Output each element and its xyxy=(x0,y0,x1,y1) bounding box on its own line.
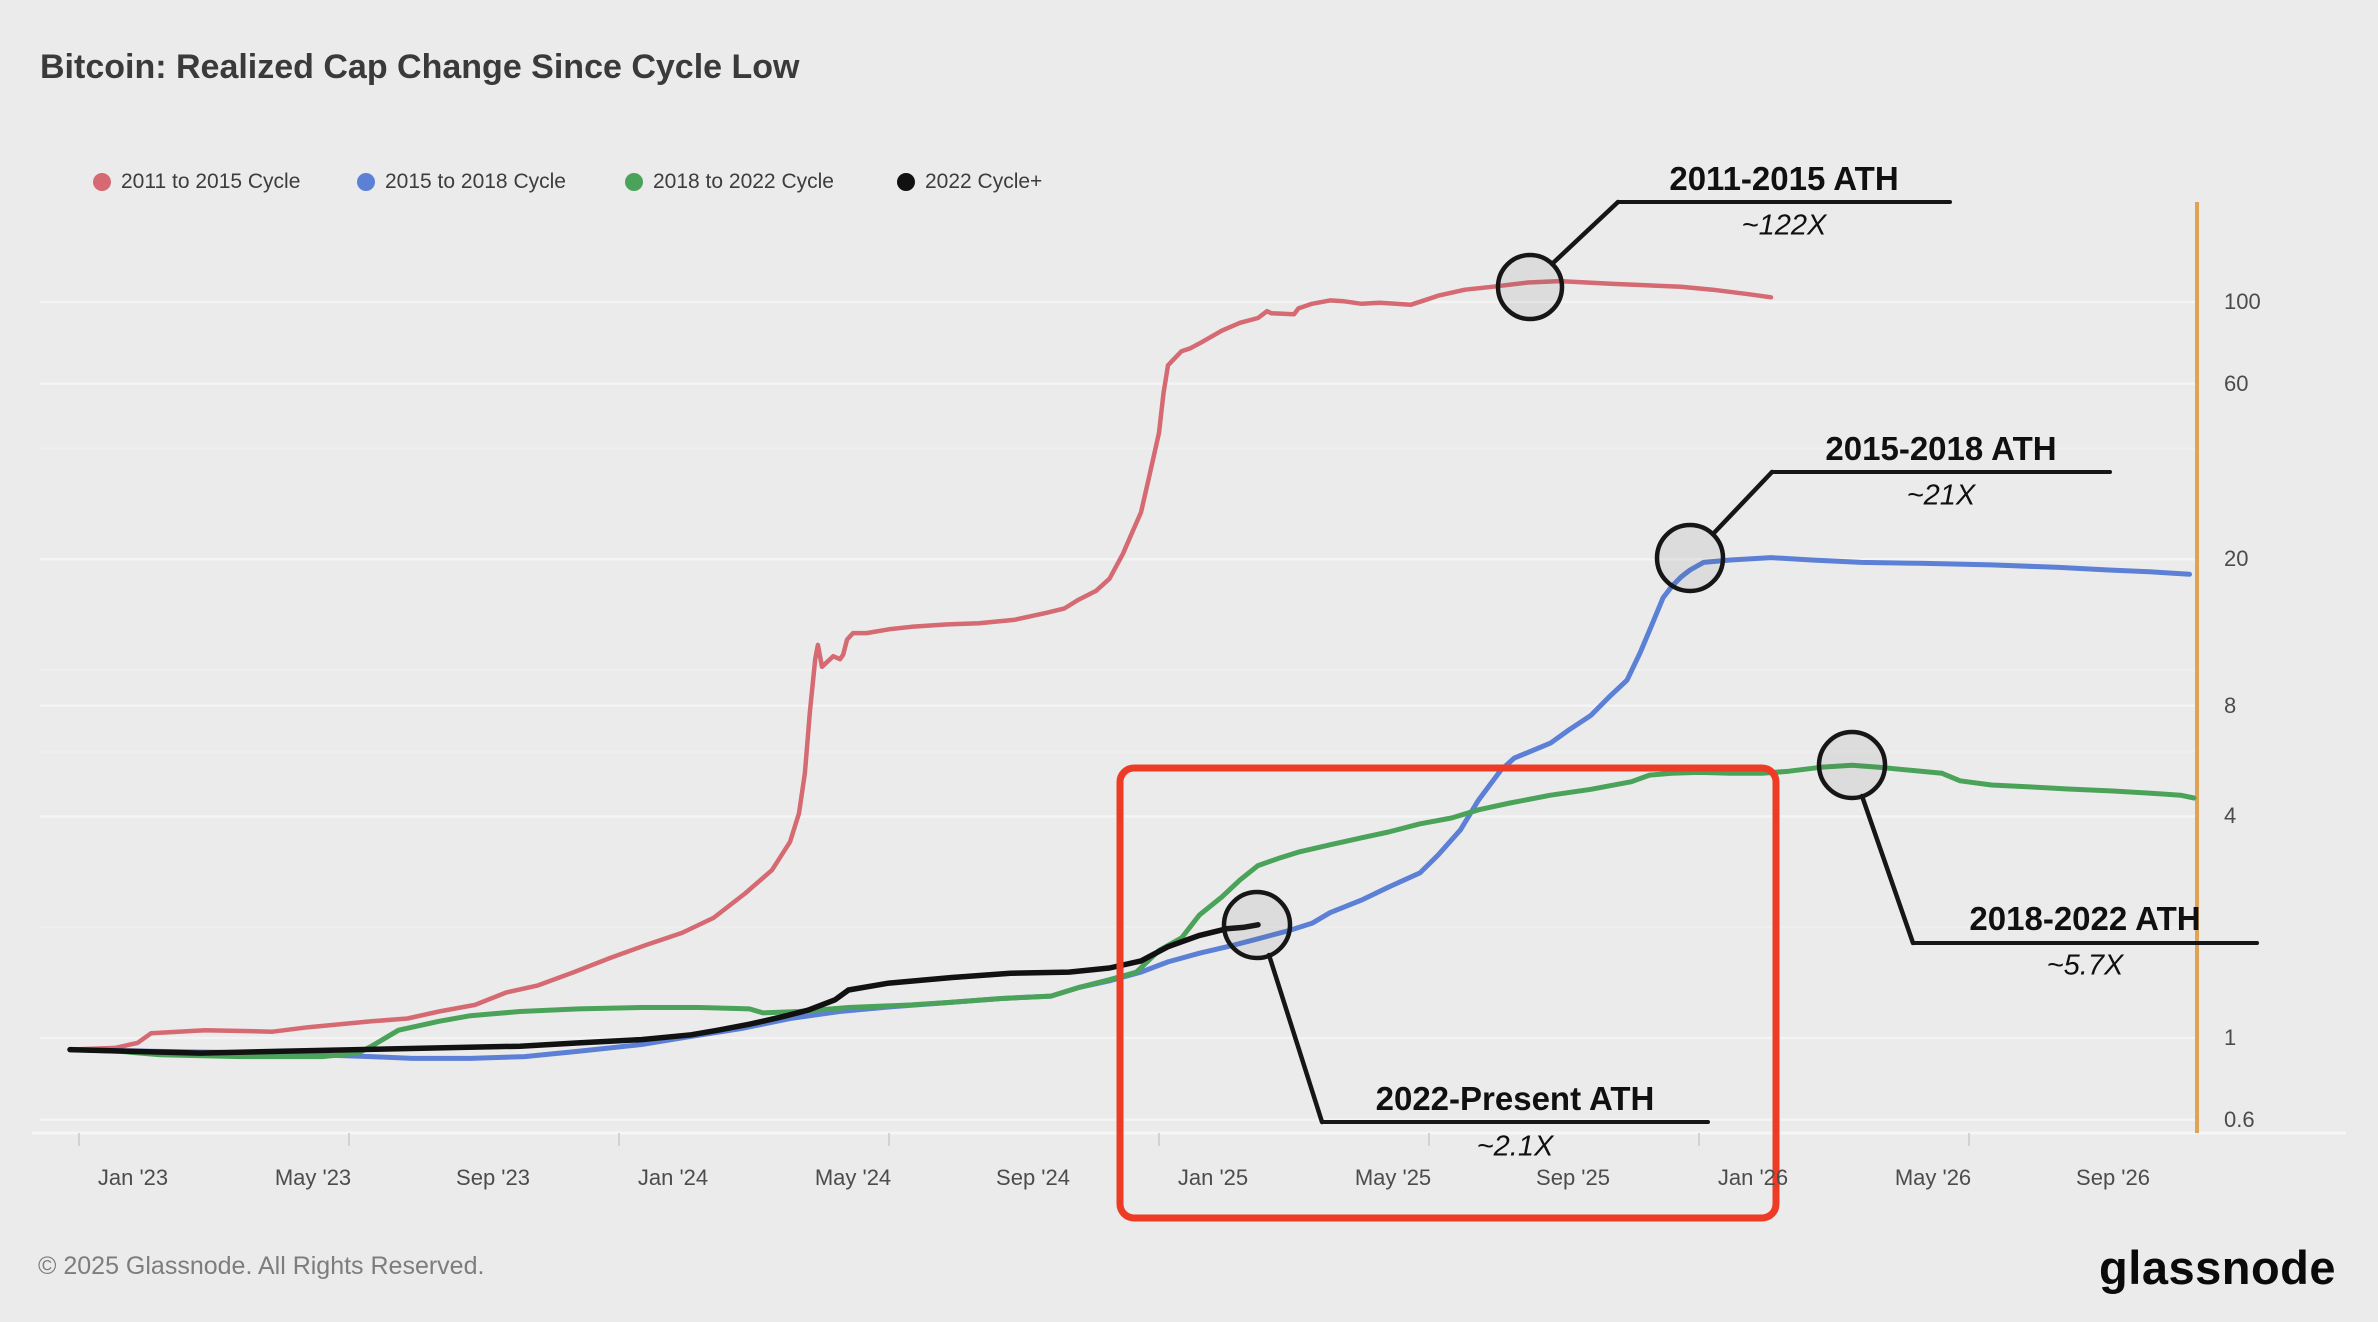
ath-2011-2015-leader-line xyxy=(1549,199,1621,267)
legend-item-label: 2011 to 2015 Cycle xyxy=(121,170,301,193)
series-line-0 xyxy=(67,278,1774,1052)
x-tick-label: Sep '24 xyxy=(996,1165,1070,1190)
series-line-1 xyxy=(67,555,2192,1061)
x-tick-label: Jan '24 xyxy=(637,1165,709,1190)
ath-2018-2022-circle xyxy=(1816,729,1888,801)
ath-2022-present-circle xyxy=(1221,889,1293,961)
ath-2015-2018-title: 2015-2018 ATH xyxy=(1825,430,2057,467)
legend-item-label: 2018 to 2022 Cycle xyxy=(653,170,834,193)
x-tick-label: Sep '25 xyxy=(1536,1165,1610,1190)
legend-dot-icon xyxy=(93,173,111,191)
legend-item-1: 2015 to 2018 Cycle xyxy=(357,170,566,194)
x-tick-label: Sep '26 xyxy=(2076,1165,2150,1190)
ath-2011-2015-value: ~122X xyxy=(1741,209,1827,242)
legend: 2011 to 2015 Cycle 2015 to 2018 Cycle 2018… xyxy=(0,168,2378,198)
page-title: Bitcoin: Realized Cap Change Since Cycle… xyxy=(40,48,800,86)
y-tick-label: 0.6 xyxy=(2224,1106,2255,1132)
ath-2015-2018-leader-line xyxy=(1710,469,1775,537)
ath-2015-2018-value: ~21X xyxy=(1906,479,1976,512)
ath-2011-2015-title: 2011-2015 ATH xyxy=(1669,160,1899,197)
series-line-3 xyxy=(67,922,1261,1056)
legend-item-0: 2011 to 2015 Cycle xyxy=(93,170,300,194)
legend-dot-icon xyxy=(357,173,375,191)
ath-2022-present-leader-line xyxy=(1266,952,1325,1125)
y-tick-label: 100 xyxy=(2224,289,2261,314)
legend-dot-icon xyxy=(625,173,643,191)
x-tick-label: Jan '26 xyxy=(1717,1165,1789,1190)
ath-2018-2022-value: ~5.7X xyxy=(2046,949,2124,982)
ath-2015-2018-circle xyxy=(1654,522,1726,594)
x-tick-label: May '23 xyxy=(274,1165,352,1190)
y-tick-label: 1 xyxy=(2224,1025,2237,1050)
y-tick-label: 60 xyxy=(2224,370,2249,396)
legend-item-2: 2018 to 2022 Cycle xyxy=(625,170,834,194)
x-tick-label: Jan '25 xyxy=(1177,1165,1249,1190)
y-tick-label: 4 xyxy=(2224,803,2237,829)
legend-item-label: 2015 to 2018 Cycle xyxy=(385,170,566,193)
series-line-2 xyxy=(67,762,2197,1060)
x-tick-label: May '24 xyxy=(814,1165,892,1190)
legend-item-3: 2022 Cycle+ xyxy=(897,170,1042,194)
focus-rectangle xyxy=(1116,764,1780,1222)
x-tick-label: May '26 xyxy=(1894,1165,1972,1190)
x-tick-label: Jan '23 xyxy=(97,1165,169,1190)
ath-2018-2022-leader-line xyxy=(1859,793,1916,946)
y-tick-label: 20 xyxy=(2224,546,2249,572)
x-tick-label: Sep '23 xyxy=(456,1165,530,1190)
ath-2011-2015-circle xyxy=(1495,252,1565,322)
legend-item-label: 2022 Cycle+ xyxy=(925,170,1043,193)
legend-dot-icon xyxy=(897,173,915,191)
ath-2018-2022-title: 2018-2022 ATH xyxy=(1969,900,2201,937)
ath-2022-present-title: 2022-Present ATH xyxy=(1375,1080,1655,1117)
glassnode-logo: glassnode xyxy=(2099,1241,2336,1294)
x-tick-label: May '25 xyxy=(1354,1165,1432,1190)
ath-2022-present-value: ~2.1X xyxy=(1476,1130,1554,1163)
copyright-text: © 2025 Glassnode. All Rights Reserved. xyxy=(38,1252,485,1280)
y-tick-label: 8 xyxy=(2224,692,2237,718)
